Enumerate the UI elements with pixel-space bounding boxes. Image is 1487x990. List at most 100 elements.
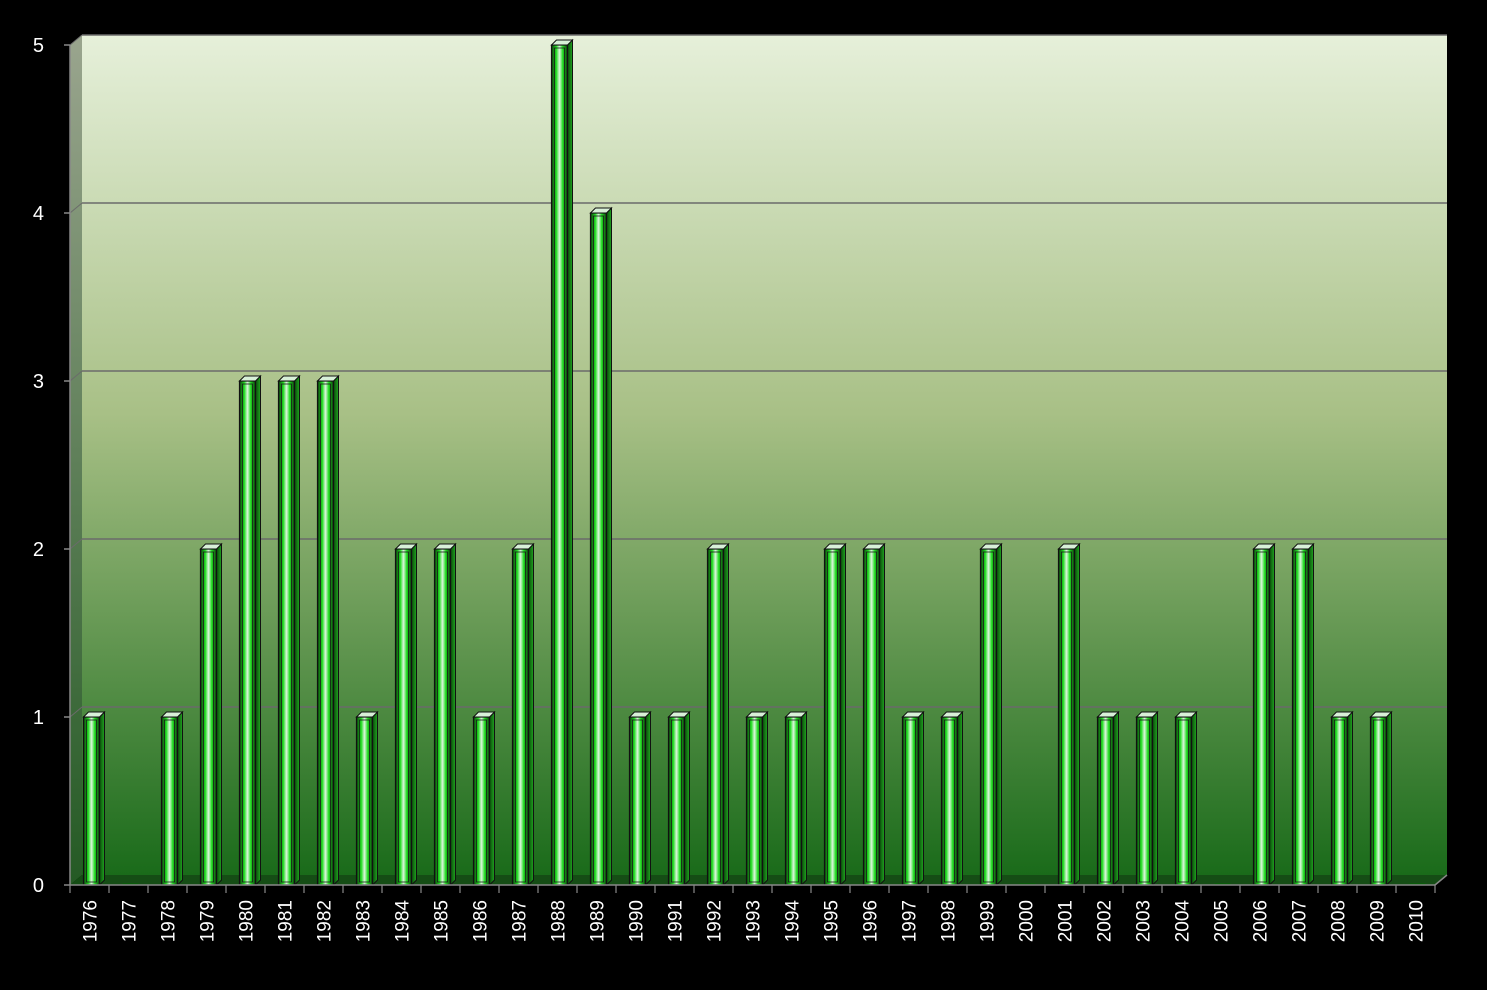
- bar-side: [1113, 710, 1119, 887]
- bar-top: [589, 207, 613, 214]
- bar-2007: [1291, 542, 1315, 887]
- bar-2006: [1252, 542, 1276, 887]
- bar-front: [277, 380, 296, 886]
- bar-2009: [1369, 710, 1393, 887]
- bar-top: [940, 711, 964, 718]
- bar-front: [238, 380, 257, 886]
- bar-front: [979, 548, 998, 886]
- bar-1980: [238, 374, 262, 887]
- x-tick-label: 1976: [81, 900, 102, 942]
- x-tick-label: 1993: [744, 900, 765, 942]
- bar-1985: [433, 542, 457, 887]
- bar-front: [823, 548, 842, 886]
- bar-inner-outline: [632, 719, 643, 883]
- bar-inner-outline: [788, 719, 799, 883]
- bar-side: [801, 710, 807, 887]
- bar-2004: [1174, 710, 1198, 887]
- bar-top: [199, 543, 223, 550]
- bar-side: [684, 710, 690, 887]
- bar-side: [918, 710, 924, 887]
- bar-top: [550, 39, 574, 46]
- x-tick-label: 2003: [1134, 900, 1155, 942]
- bar-front: [1291, 548, 1310, 886]
- x-tick-label: 1985: [432, 900, 453, 942]
- bar-front: [550, 44, 569, 886]
- bar-front: [784, 716, 803, 886]
- bar-front: [433, 548, 452, 886]
- bar-top: [901, 711, 925, 718]
- bar-side: [255, 374, 261, 887]
- bar-top: [238, 375, 262, 382]
- bar-side: [294, 374, 300, 887]
- bar-inner-outline: [1295, 551, 1306, 883]
- bar-top: [784, 711, 808, 718]
- bar-top: [160, 711, 184, 718]
- bar-side: [606, 206, 612, 887]
- x-tick-label: 1998: [939, 900, 960, 942]
- bar-1989: [589, 206, 613, 887]
- bar-front: [745, 716, 764, 886]
- bar-top: [823, 543, 847, 550]
- bar-front: [355, 716, 374, 886]
- bar-1984: [394, 542, 418, 887]
- bar-top: [472, 711, 496, 718]
- bar-1990: [628, 710, 652, 887]
- bar-inner-outline: [1373, 719, 1384, 883]
- x-tick-label: 2000: [1017, 900, 1038, 942]
- bar-inner-outline: [359, 719, 370, 883]
- bar-front: [901, 716, 920, 886]
- bar-inner-outline: [164, 719, 175, 883]
- bar-inner-outline: [437, 551, 448, 883]
- bar-side: [1308, 542, 1314, 887]
- x-tick-label: 1983: [354, 900, 375, 942]
- bar-front: [394, 548, 413, 886]
- bar-inner-outline: [671, 719, 682, 883]
- x-tick-label: 1977: [120, 900, 141, 942]
- bar-side: [762, 710, 768, 887]
- bar-front: [862, 548, 881, 886]
- bar-2001: [1057, 542, 1081, 887]
- bar-1991: [667, 710, 691, 887]
- y-tick-label: 3: [33, 371, 44, 393]
- x-tick-label: 1991: [666, 900, 687, 942]
- bar-2003: [1135, 710, 1159, 887]
- x-tick-label: 1980: [237, 900, 258, 942]
- bar-top: [628, 711, 652, 718]
- bar-front: [1057, 548, 1076, 886]
- bar-top: [1330, 711, 1354, 718]
- bar-front: [667, 716, 686, 886]
- bar-1994: [784, 710, 808, 887]
- bar-side: [1347, 710, 1353, 887]
- x-tick-label: 2008: [1329, 900, 1350, 942]
- bar-front: [472, 716, 491, 886]
- bar-side: [879, 542, 885, 887]
- bar-side: [957, 710, 963, 887]
- bar-inner-outline: [515, 551, 526, 883]
- bar-front: [82, 716, 101, 886]
- x-axis: 1976 1977 1978 1979 1980 1981 1982 1983 1984 1985…: [69, 874, 1448, 942]
- x-tick-label: 2009: [1368, 900, 1389, 942]
- bar-inner-outline: [281, 383, 292, 883]
- bar-top: [706, 543, 730, 550]
- bar-front: [160, 716, 179, 886]
- bar-inner-outline: [1061, 551, 1072, 883]
- bar-inner-outline: [944, 719, 955, 883]
- bar-side: [177, 710, 183, 887]
- bar-inner-outline: [1178, 719, 1189, 883]
- bar-1995: [823, 542, 847, 887]
- bar-side: [840, 542, 846, 887]
- bar-inner-outline: [320, 383, 331, 883]
- x-tick-label: 1999: [978, 900, 999, 942]
- bar-top: [667, 711, 691, 718]
- x-tick-label: 2010: [1407, 900, 1428, 942]
- bar-front: [1330, 716, 1349, 886]
- x-tick-label: 2001: [1056, 900, 1077, 942]
- bar-1988: [550, 38, 574, 887]
- bar-top: [433, 543, 457, 550]
- bar-1979: [199, 542, 223, 887]
- bar-side: [645, 710, 651, 887]
- bar-inner-outline: [554, 47, 565, 883]
- bar-side: [1074, 542, 1080, 887]
- bar-top: [1174, 711, 1198, 718]
